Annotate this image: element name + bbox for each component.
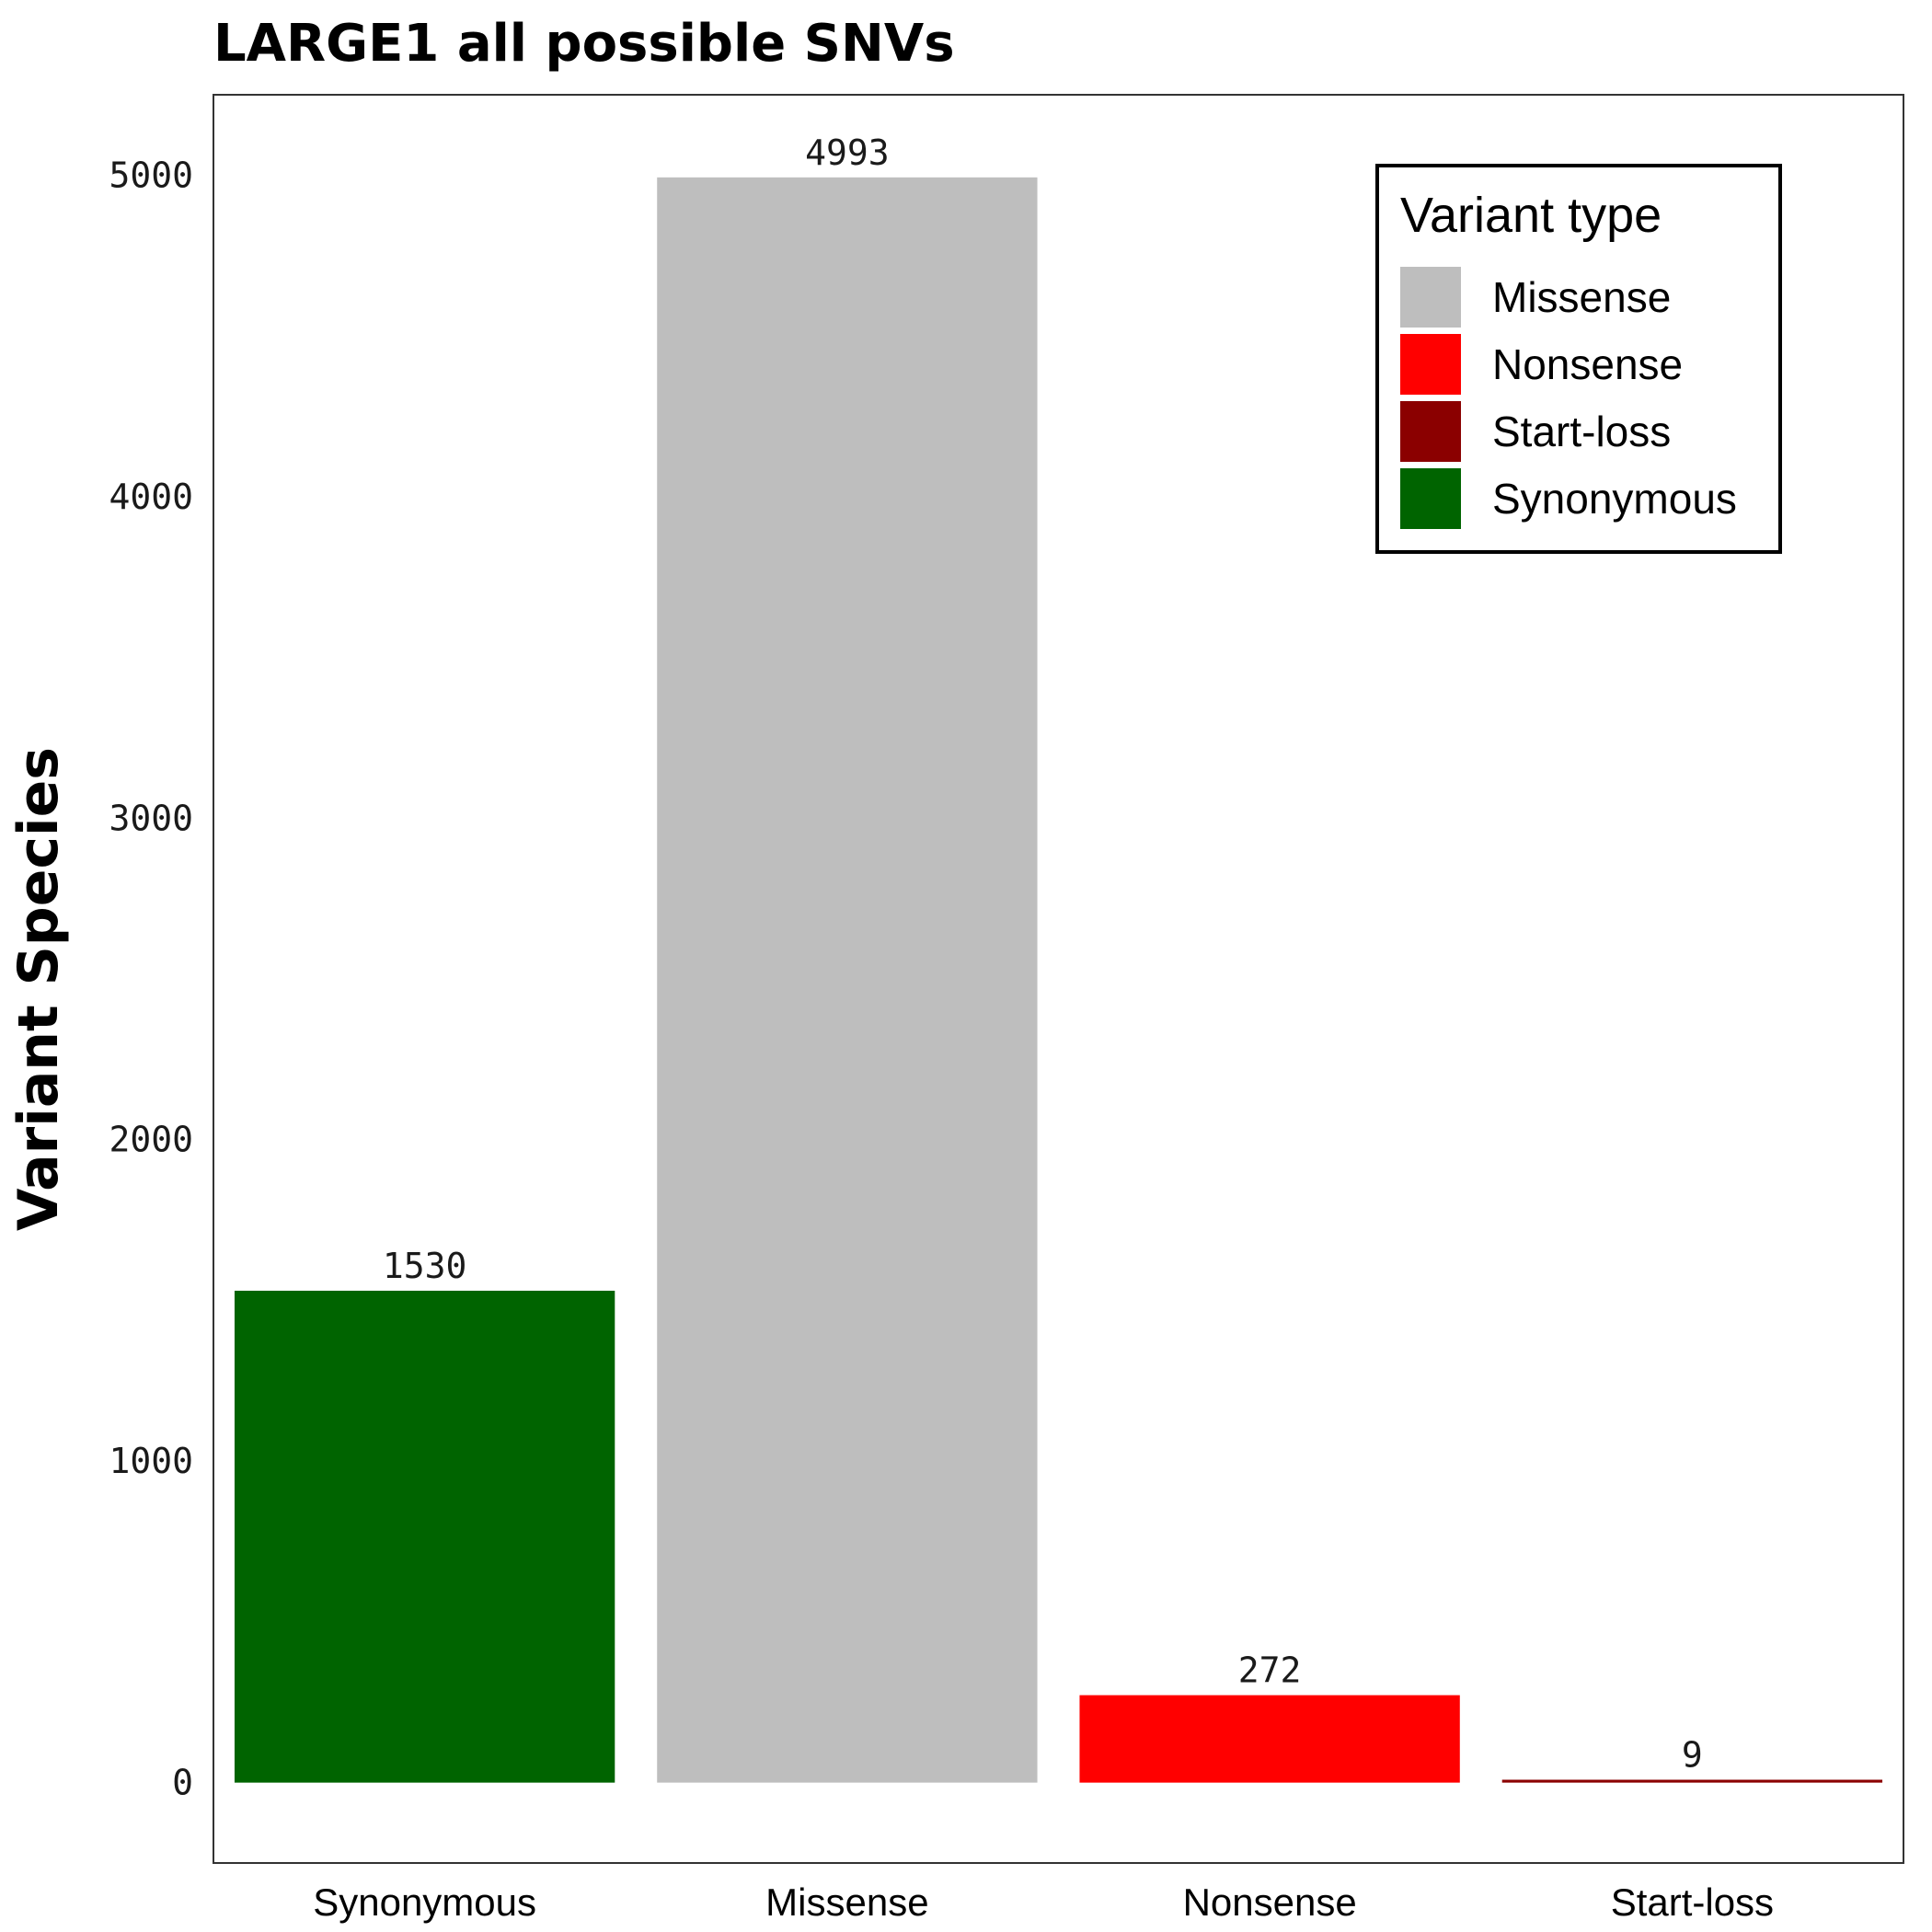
x-tick-label-start-loss: Start-loss <box>1611 1880 1774 1924</box>
legend: Variant type Missense Nonsense Start-loss S… <box>1375 164 1782 554</box>
y-axis-title: Variant Species <box>6 747 71 1231</box>
y-tick-label: 0 <box>172 1763 193 1803</box>
legend-swatch-start-loss <box>1400 401 1461 462</box>
legend-label-start-loss: Start-loss <box>1492 408 1671 455</box>
data-labels: 1530 4993 272 9 <box>383 132 1703 1776</box>
bar-start-loss <box>1501 1779 1883 1783</box>
data-label-nonsense: 272 <box>1238 1650 1302 1691</box>
legend-label-synonymous: Synonymous <box>1492 475 1737 523</box>
y-tick-label: 4000 <box>109 477 193 517</box>
legend-label-missense: Missense <box>1492 273 1671 321</box>
legend-entries: Missense Nonsense Start-loss Synonymous <box>1400 267 1737 529</box>
data-label-missense: 4993 <box>805 132 890 173</box>
legend-swatch-synonymous <box>1400 468 1461 529</box>
legend-swatch-missense <box>1400 267 1461 328</box>
bar-nonsense <box>1079 1695 1460 1783</box>
x-tick-label-synonymous: Synonymous <box>313 1880 536 1924</box>
y-tick-label: 2000 <box>109 1120 193 1160</box>
legend-label-nonsense: Nonsense <box>1492 340 1683 388</box>
y-tick-label: 1000 <box>109 1441 193 1481</box>
bar-synonymous <box>234 1290 615 1783</box>
x-axis-ticks: Synonymous Missense Nonsense Start-loss <box>313 1880 1774 1924</box>
legend-swatch-nonsense <box>1400 334 1461 395</box>
data-label-synonymous: 1530 <box>383 1246 467 1286</box>
chart-title: LARGE1 all possible SNVs <box>213 14 955 74</box>
y-tick-label: 5000 <box>109 155 193 195</box>
bars <box>234 177 1883 1783</box>
plot-panel <box>213 94 1904 1864</box>
x-tick-label-nonsense: Nonsense <box>1183 1880 1357 1924</box>
bar-missense <box>657 177 1038 1783</box>
data-label-start-loss: 9 <box>1682 1734 1703 1775</box>
y-axis-ticks: 0 1000 2000 3000 4000 5000 <box>109 155 193 1802</box>
y-tick-label: 3000 <box>109 798 193 838</box>
legend-title: Variant type <box>1400 188 1662 243</box>
x-tick-label-missense: Missense <box>765 1880 928 1924</box>
